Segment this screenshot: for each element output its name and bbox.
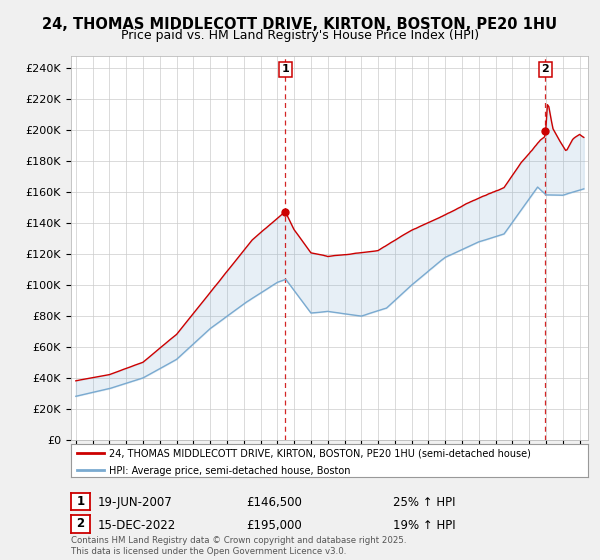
Text: 15-DEC-2022: 15-DEC-2022 [97,519,175,532]
Text: 24, THOMAS MIDDLECOTT DRIVE, KIRTON, BOSTON, PE20 1HU: 24, THOMAS MIDDLECOTT DRIVE, KIRTON, BOS… [43,17,557,32]
Text: 19% ↑ HPI: 19% ↑ HPI [393,519,455,532]
Text: 1: 1 [76,495,85,508]
Text: HPI: Average price, semi-detached house, Boston: HPI: Average price, semi-detached house,… [109,466,350,476]
Text: £146,500: £146,500 [246,496,302,510]
Text: £195,000: £195,000 [246,519,302,532]
Text: 19-JUN-2007: 19-JUN-2007 [97,496,172,510]
Text: 2: 2 [76,517,85,530]
Text: 1: 1 [281,64,289,74]
Text: 24, THOMAS MIDDLECOTT DRIVE, KIRTON, BOSTON, PE20 1HU (semi-detached house): 24, THOMAS MIDDLECOTT DRIVE, KIRTON, BOS… [109,449,530,459]
Text: 2: 2 [541,64,549,74]
Text: Contains HM Land Registry data © Crown copyright and database right 2025.
This d: Contains HM Land Registry data © Crown c… [71,536,406,556]
Text: Price paid vs. HM Land Registry's House Price Index (HPI): Price paid vs. HM Land Registry's House … [121,29,479,42]
Text: 25% ↑ HPI: 25% ↑ HPI [393,496,455,510]
